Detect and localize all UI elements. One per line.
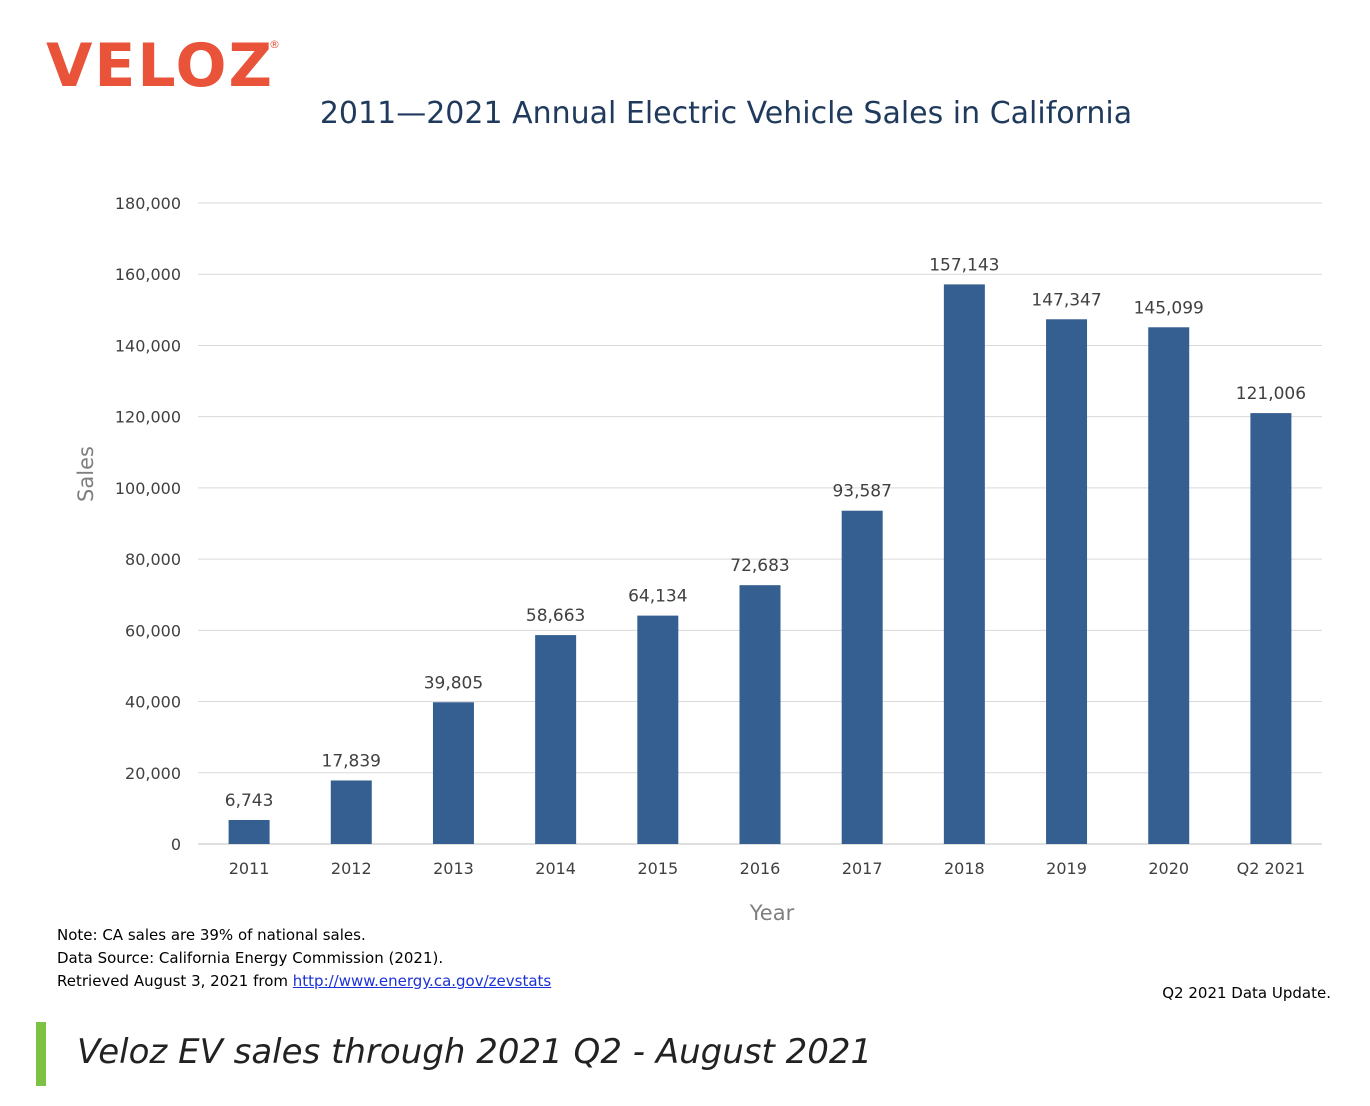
y-tick-label: 80,000 [125,550,181,569]
y-tick-label: 160,000 [115,265,181,284]
data-label: 145,099 [1134,298,1204,318]
data-label: 121,006 [1236,384,1306,404]
x-tick-label: 2018 [944,859,985,878]
data-label: 147,347 [1031,290,1101,310]
note-line-3: Retrieved August 3, 2021 from http://www… [57,972,551,990]
y-tick-label: 40,000 [125,693,181,712]
data-label: 93,587 [832,482,891,502]
y-tick-labels: 0 20,000 40,000 60,000 80,000 100,000 120,000 1… [115,194,181,854]
data-label: 72,683 [730,556,789,576]
bars [228,284,1292,844]
x-tick-label: 2015 [637,859,678,878]
x-tick-label: 2011 [229,859,270,878]
image-caption: Veloz EV sales through 2021 Q2 - August … [77,1032,873,1072]
bar-2013 [432,702,474,844]
x-tick-labels: 2011 2012 2013 2014 2015 2016 2017 2018 2019 2020… [229,859,1305,878]
bar-2016 [739,585,781,844]
y-tick-label: 100,000 [115,479,181,498]
bar-2011 [228,819,270,844]
x-axis-label: Year [749,901,795,925]
bar-2014 [535,635,577,844]
y-tick-label: 120,000 [115,408,181,427]
note-line-1: Note: CA sales are 39% of national sales… [57,926,366,944]
x-tick-label: 2017 [842,859,883,878]
data-label: 39,805 [424,673,483,693]
source-link[interactable]: http://www.energy.ca.gov/zevstats [292,972,552,990]
bar-2020 [1148,327,1190,844]
data-label: 58,663 [526,606,585,626]
y-tick-label: 140,000 [115,336,181,355]
chart-title: 2011—2021 Annual Electric Vehicle Sales … [319,96,1133,131]
bar-2015 [637,615,679,844]
bar-2012 [330,780,372,844]
data-label: 64,134 [628,587,687,607]
x-tick-label: 2019 [1046,859,1087,878]
x-tick-label: 2016 [740,859,781,878]
data-labels: 6,743 17,839 39,805 58,663 64,134 72,683 93,58… [225,255,1306,811]
note-retrieved-text: Retrieved August 3, 2021 from [57,972,293,990]
bar-2018 [943,284,985,844]
logo-text: VELOZ [46,31,274,92]
data-label: 157,143 [929,255,999,275]
y-tick-label: 60,000 [125,621,181,640]
x-tick-label: 2014 [535,859,576,878]
bar-q2-2021 [1250,413,1292,844]
x-tick-label: 2020 [1148,859,1189,878]
veloz-logo: VELOZ ® [46,31,280,92]
data-label: 17,839 [322,751,381,771]
data-label: 6,743 [225,791,274,811]
y-axis-label: Sales [74,446,98,502]
data-update-note: Q2 2021 Data Update. [1162,984,1331,1002]
logo-registered-mark: ® [269,38,280,51]
y-tick-label: 180,000 [115,194,181,213]
y-tick-label: 20,000 [125,764,181,783]
bar-2019 [1046,319,1088,844]
bar-chart: 0 20,000 40,000 60,000 80,000 100,000 120,000 1… [74,194,1322,925]
y-tick-label: 0 [171,835,181,854]
note-line-2: Data Source: California Energy Commissio… [57,949,444,967]
bar-2017 [841,510,883,844]
x-tick-label: Q2 2021 [1237,859,1306,878]
x-tick-label: 2013 [433,859,474,878]
caption-accent-bar [36,1022,46,1086]
x-tick-label: 2012 [331,859,372,878]
